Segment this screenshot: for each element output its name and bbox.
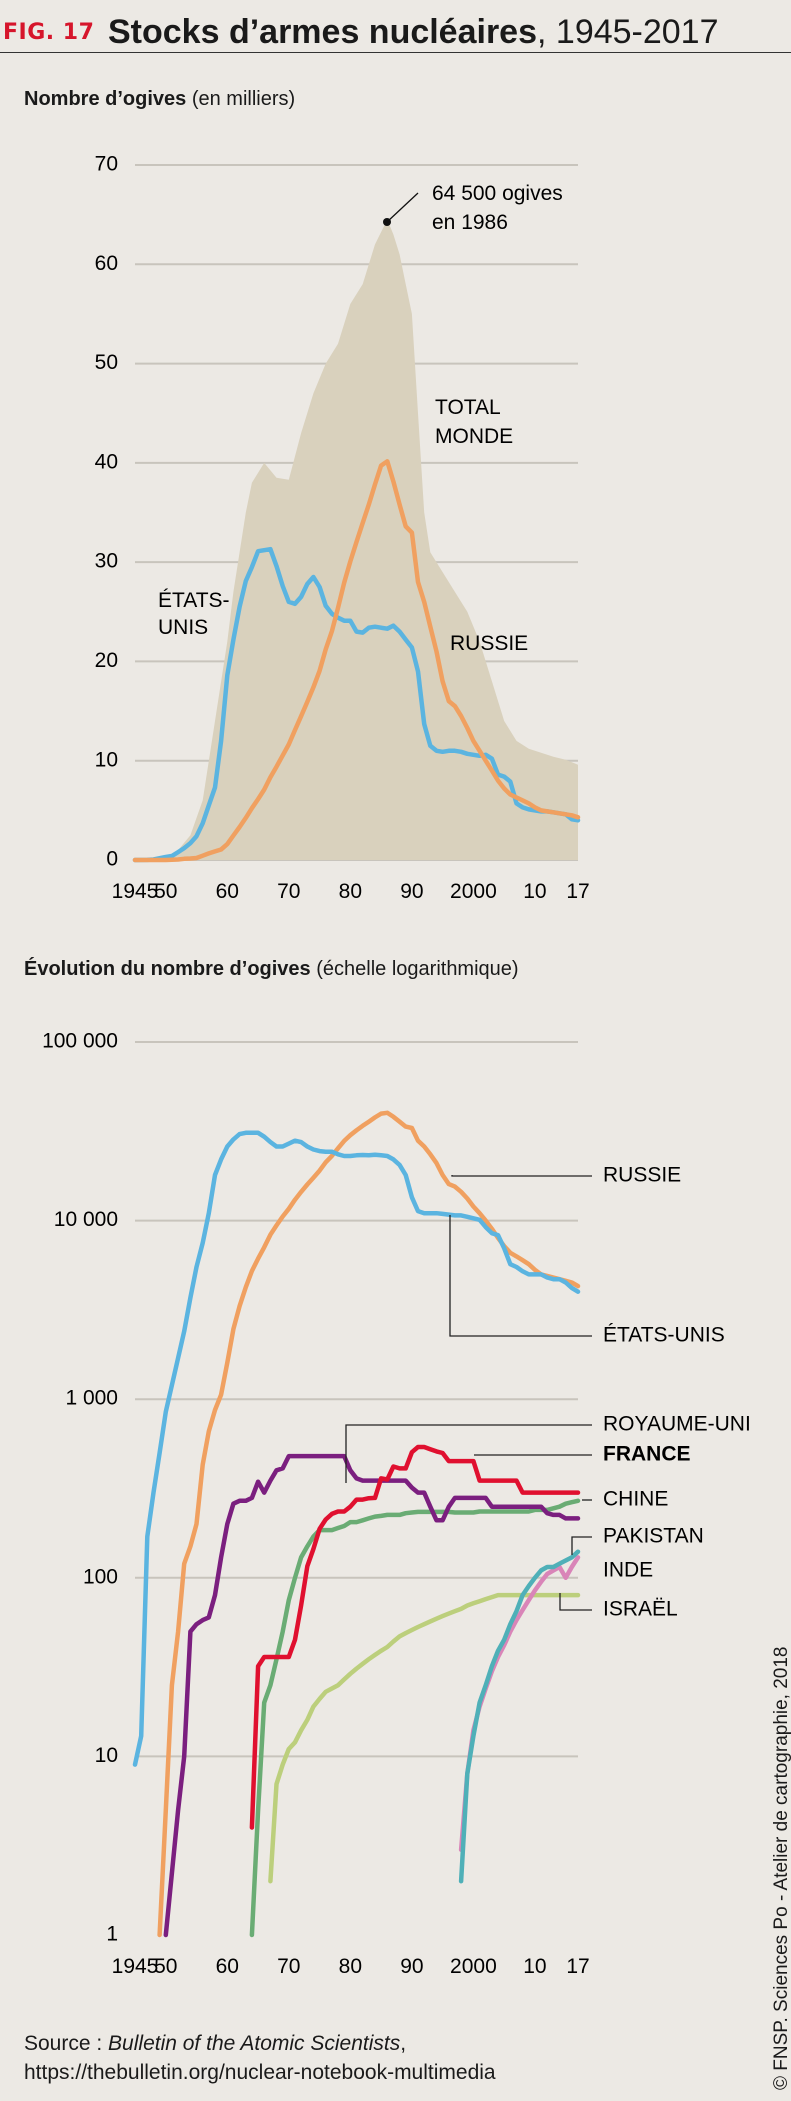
y-tick-label: 10 000 (54, 1208, 118, 1231)
y-tick-label: 0 (106, 848, 118, 871)
series-line-israel (268, 1592, 581, 1884)
x-tick-label: 90 (400, 880, 423, 903)
series-line-usa (132, 1130, 581, 1767)
chart1-subtitle-rest: (en milliers) (186, 88, 296, 110)
x-tick-label: 80 (339, 880, 362, 903)
title-years: , 1945-2017 (537, 13, 719, 51)
x-tick-label: 80 (339, 1955, 362, 1978)
leader-israel (559, 1593, 592, 1611)
copyright-credit: © FNSP. Sciences Po - Atelier de cartogr… (771, 1646, 791, 2090)
x-tick-label: 17 (566, 880, 589, 903)
x-tick-label: 10 (523, 1955, 546, 1978)
label-total-2: MONDE (435, 425, 513, 448)
source-suffix: , (400, 2032, 407, 2055)
legend-etats-unis: ÉTATS-UNIS (603, 1324, 725, 1347)
legend-france: FRANCE (603, 1443, 691, 1466)
x-tick-label: 1945 (112, 1955, 159, 1978)
legend-chine: CHINE (603, 1488, 668, 1511)
figure-title: Stocks d’armes nucléaires, 1945-2017 (108, 13, 719, 52)
leader-etats-unis (449, 1215, 592, 1337)
x-tick-label: 70 (277, 1955, 300, 1978)
y-tick-label: 100 (83, 1565, 118, 1588)
legend-royaume-uni: ROYAUME-UNI (603, 1413, 751, 1436)
x-tick-label: 50 (154, 880, 177, 903)
figure-number: FIG. 17 (3, 20, 95, 45)
header: FIG. 17 Stocks d’armes nucléaires, 1945-… (0, 8, 791, 53)
label-etats-unis-1: ÉTATS- (158, 589, 230, 612)
x-tick-label: 60 (216, 1955, 239, 1978)
series-line-france (249, 1444, 581, 1830)
chart1-labels: ÉTATS- UNIS RUSSIE TOTAL MONDE 64 500 og… (158, 182, 563, 655)
x-tick-label: 1945 (112, 880, 159, 903)
chart1-subtitle: Nombre d’ogives (en milliers) (24, 88, 295, 111)
leader-pakistan (571, 1536, 592, 1555)
chart1-lines (132, 459, 581, 863)
peak-annotation-2: en 1986 (432, 211, 508, 234)
label-russie: RUSSIE (450, 632, 528, 655)
legend-russie: RUSSIE (603, 1164, 681, 1187)
x-tick-label: 2000 (450, 1955, 497, 1978)
series-line-uk (163, 1453, 581, 1938)
x-tick-label: 2000 (450, 880, 497, 903)
y-tick-label: 1 000 (65, 1387, 118, 1410)
y-tick-label: 10 (95, 748, 118, 771)
y-tick-label: 20 (95, 649, 118, 672)
x-tick-label: 70 (277, 880, 300, 903)
chart2-lines (132, 1110, 581, 1938)
y-tick-label: 60 (95, 252, 118, 275)
chart2-subtitle-rest: (échelle logarithmique) (310, 958, 519, 980)
legend-israel: ISRAËL (603, 1598, 678, 1621)
y-tick-label: 50 (95, 351, 118, 374)
leader-royaume-uni (345, 1424, 592, 1483)
series-line-pakistan (458, 1549, 581, 1884)
peak-annotation-1: 64 500 ogives (432, 182, 563, 205)
label-total-1: TOTAL (435, 396, 501, 419)
y-tick-label: 40 (95, 450, 118, 473)
chart2-grid (135, 1041, 578, 1758)
y-tick-label: 100 000 (42, 1030, 118, 1053)
series-line-usa (132, 546, 581, 863)
leader-russie (451, 1175, 592, 1177)
source-prefix: Source : (24, 2032, 109, 2055)
legend-pakistan: PAKISTAN (603, 1525, 704, 1548)
x-tick-label: 90 (400, 1955, 423, 1978)
legend-inde: INDE (603, 1559, 653, 1582)
chart2-legend: RUSSIE ÉTATS-UNIS ROYAUME-UNI FRANCE CHI… (345, 1164, 751, 1621)
y-tick-label: 1 (106, 1923, 118, 1946)
chart1-subtitle-bold: Nombre d’ogives (24, 88, 187, 110)
x-tick-label: 60 (216, 880, 239, 903)
chart2-subtitle: Évolution du nombre d’ogives (échelle lo… (24, 958, 519, 981)
source-title: Bulletin of the Atomic Scientists (108, 2032, 401, 2055)
label-etats-unis-2: UNIS (158, 616, 208, 639)
source-url: https://thebulletin.org/nuclear-notebook… (24, 2061, 496, 2084)
title-bold: Stocks d’armes nucléaires (108, 13, 538, 51)
y-tick-label: 70 (95, 153, 118, 176)
y-tick-label: 30 (95, 550, 118, 573)
x-tick-label: 17 (566, 1955, 589, 1978)
x-tick-label: 10 (523, 880, 546, 903)
peak-leader (386, 192, 419, 223)
source-note: Source : Bulletin of the Atomic Scientis… (24, 2029, 496, 2087)
series-line-russia (157, 1110, 581, 1938)
x-tick-label: 50 (154, 1955, 177, 1978)
series-line-china (249, 1498, 581, 1938)
series-line-russia (132, 459, 581, 863)
chart2-subtitle-bold: Évolution du nombre d’ogives (24, 958, 311, 980)
y-tick-label: 10 (95, 1744, 118, 1767)
